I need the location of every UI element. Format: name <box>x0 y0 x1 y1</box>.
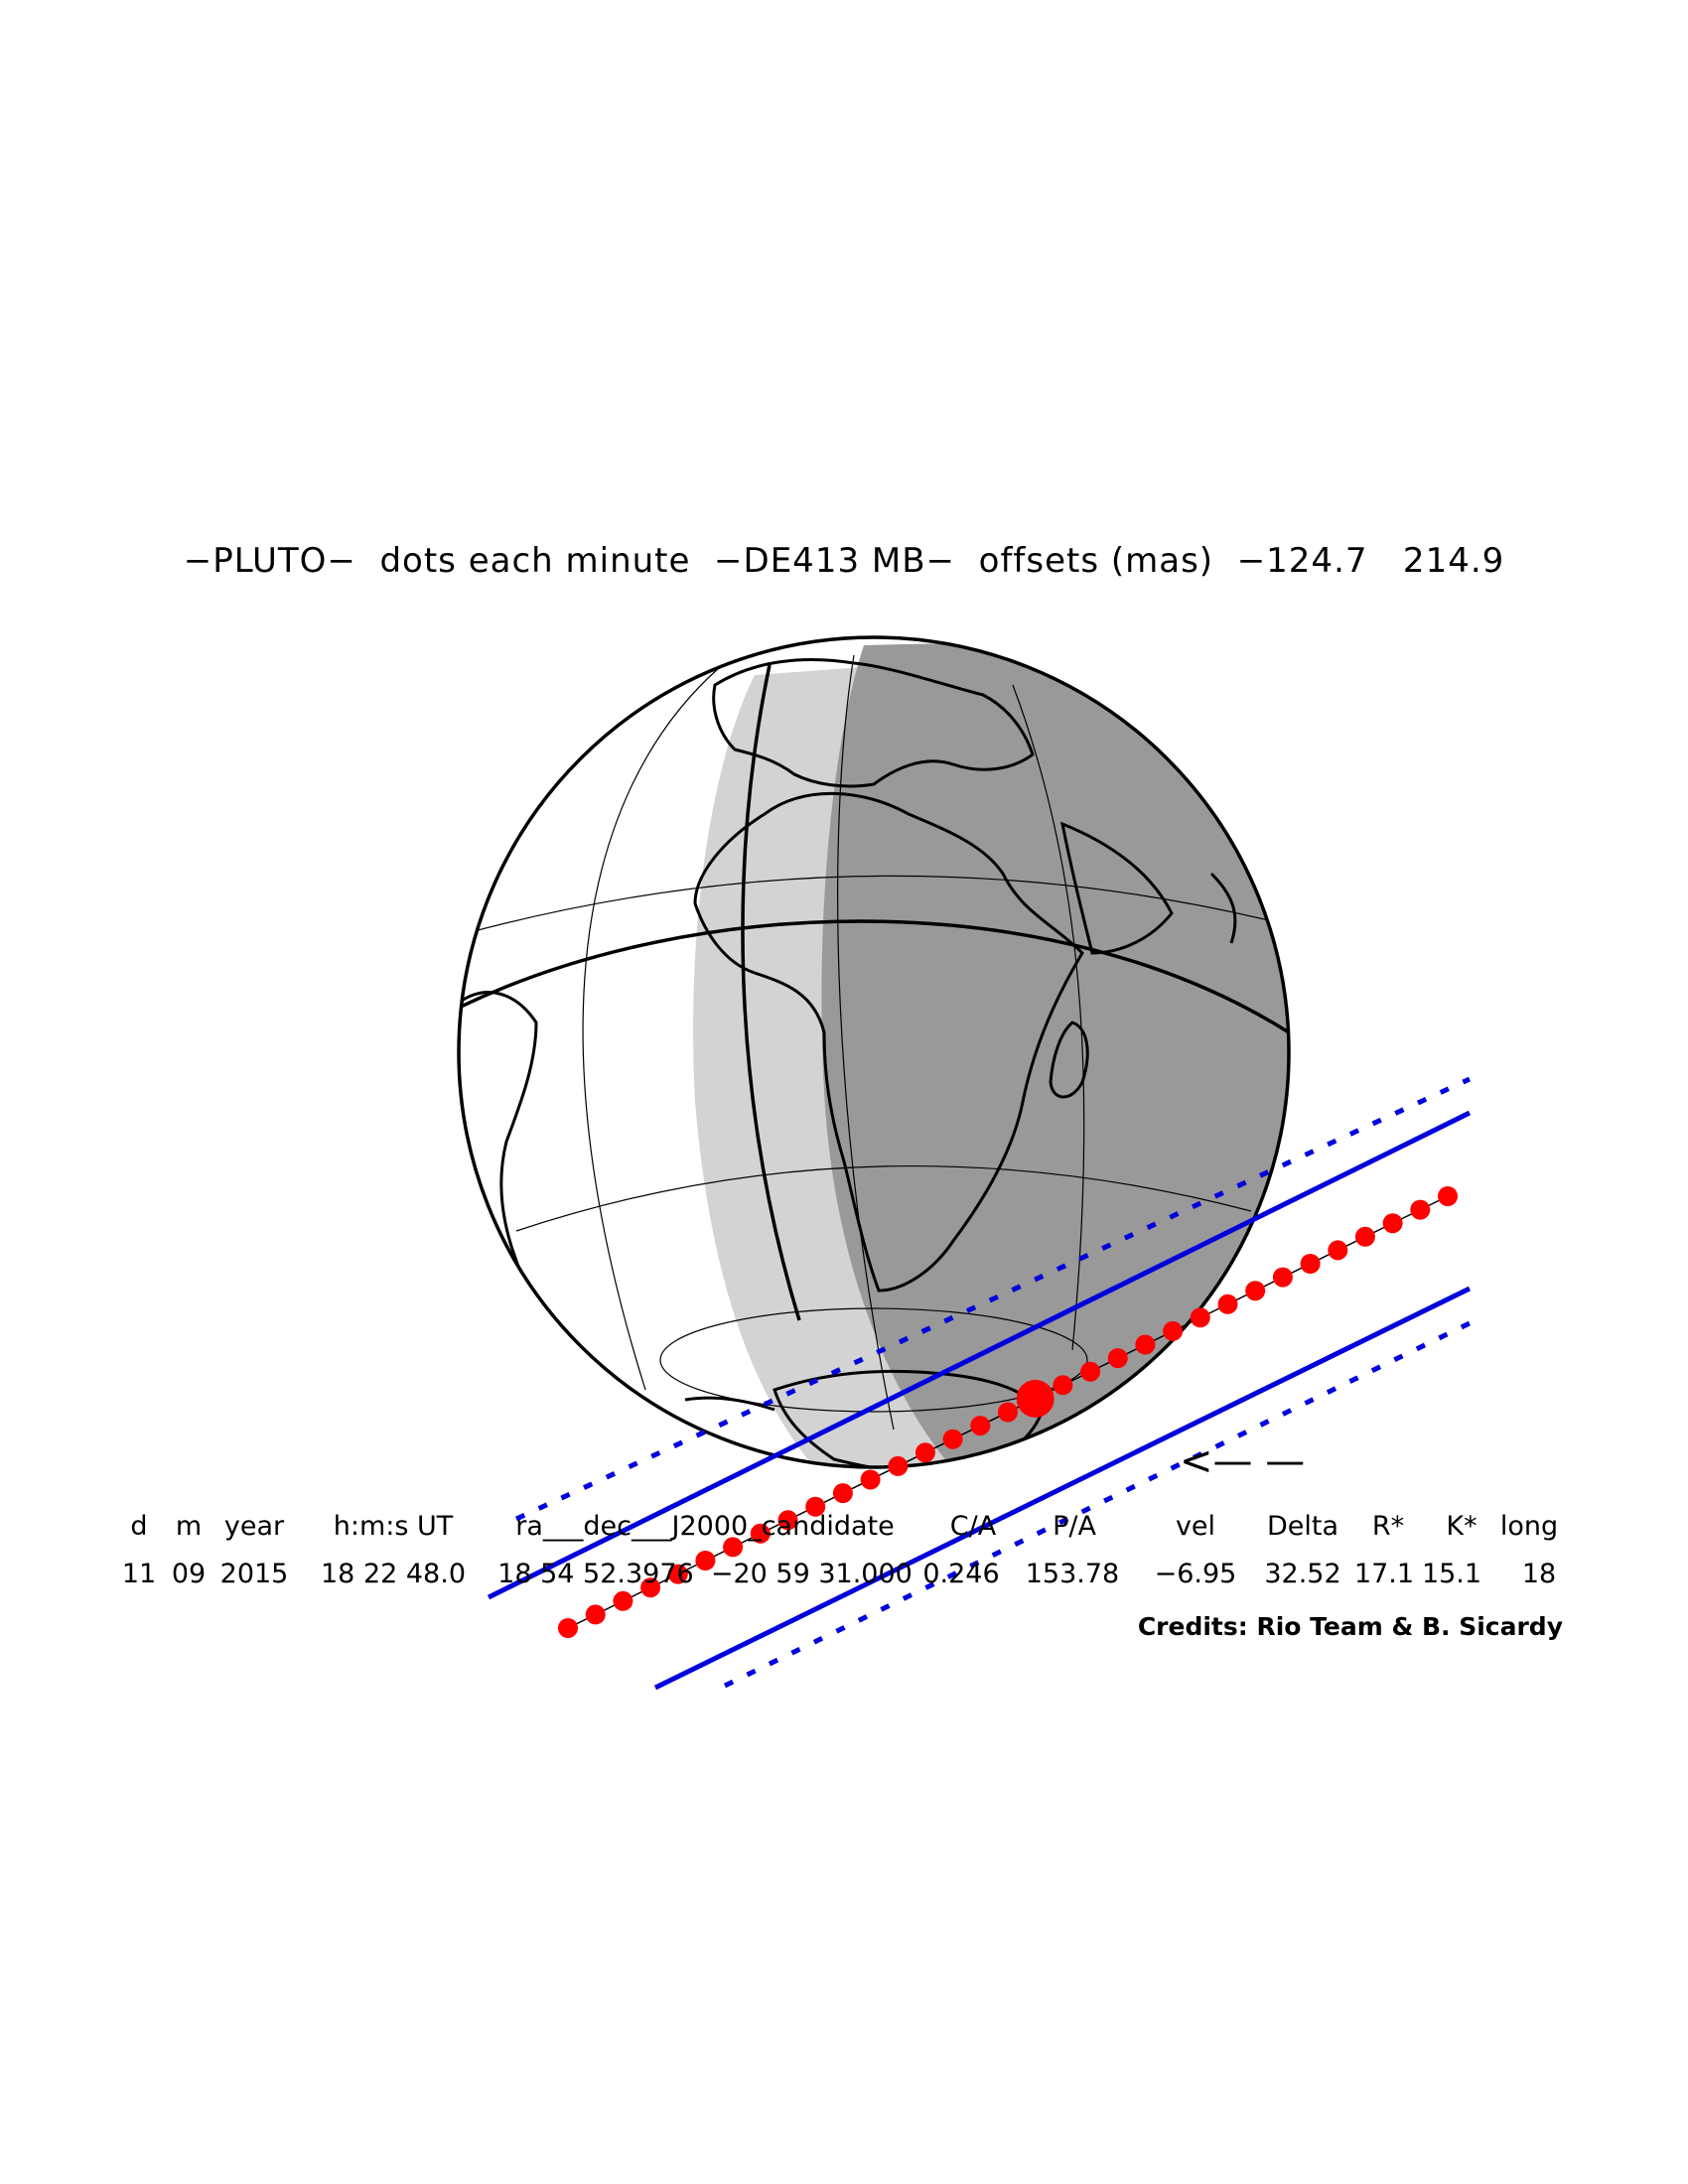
value-coordinates: 18 54 52.3976 −20 59 31.000 <box>497 1559 913 1589</box>
header-coordinates: ra___dec___J2000_candidate <box>515 1511 895 1542</box>
minute-dot <box>1410 1199 1431 1220</box>
value-long: 18 <box>1521 1559 1557 1589</box>
antarctic-peninsula <box>684 1396 775 1412</box>
credits: Credits: Rio Team & B. Sicardy <box>1137 1612 1563 1641</box>
minute-dot <box>1163 1320 1184 1341</box>
minute-dot <box>1217 1294 1238 1314</box>
minute-dot <box>777 1510 798 1531</box>
central-line-dots <box>558 1186 1458 1638</box>
minute-dot <box>1272 1267 1293 1288</box>
greenland-coast <box>1209 872 1237 944</box>
header-delta: Delta <box>1266 1511 1339 1542</box>
limit-north-dotted <box>514 1076 1472 1522</box>
minute-dot <box>914 1442 935 1463</box>
equator <box>459 919 1289 1034</box>
minute-dot <box>585 1604 606 1625</box>
minute-dot <box>1245 1281 1266 1301</box>
madagascar-outline <box>1049 1021 1089 1099</box>
minute-dot <box>750 1523 771 1544</box>
closest-approach-dot <box>1016 1379 1055 1418</box>
minute-dot <box>723 1537 744 1558</box>
minute-dot <box>805 1496 826 1517</box>
minute-dot <box>667 1564 688 1584</box>
limit-north-solid <box>487 1110 1472 1600</box>
minute-dot <box>998 1402 1018 1423</box>
value-month: 09 <box>171 1559 207 1589</box>
minute-dot <box>1107 1348 1128 1369</box>
minute-dot <box>860 1469 881 1490</box>
minute-dot <box>695 1551 716 1570</box>
minute-dot <box>1438 1186 1458 1206</box>
minute-dot <box>888 1455 909 1476</box>
header-ca: C/A <box>949 1511 997 1542</box>
shadow-path <box>487 1076 1472 1691</box>
minute-dot <box>1382 1213 1403 1234</box>
direction-arrow: <— — <box>1180 1438 1305 1484</box>
minute-dot <box>1053 1375 1073 1396</box>
header-year: year <box>223 1511 285 1542</box>
minute-dot <box>942 1429 963 1449</box>
globe-rim <box>457 635 1291 1469</box>
minute-dot <box>1300 1254 1321 1274</box>
value-pa: 153.78 <box>1025 1559 1120 1589</box>
header-k-star: K* <box>1446 1511 1477 1542</box>
prime-meridian <box>741 664 801 1321</box>
value-delta: 32.52 <box>1264 1559 1341 1589</box>
header-day: d <box>130 1511 148 1542</box>
africa-outline <box>693 791 1084 1293</box>
value-r-star: 17.1 <box>1353 1559 1415 1589</box>
minute-dot <box>640 1577 661 1598</box>
minute-dot <box>1080 1361 1101 1382</box>
header-r-star: R* <box>1371 1511 1405 1542</box>
minute-dot <box>1354 1226 1375 1247</box>
value-ca: 0.246 <box>922 1559 1000 1589</box>
coastlines <box>459 658 1237 1467</box>
value-year: 2015 <box>219 1559 289 1589</box>
minute-dot <box>832 1483 853 1504</box>
minute-dot <box>613 1590 633 1611</box>
chart-title: −PLUTO− dots each minute −DE413 MB− offs… <box>183 541 1505 581</box>
value-day: 11 <box>121 1559 157 1589</box>
limit-south-solid <box>653 1286 1472 1691</box>
europe-outline <box>712 658 1035 788</box>
value-vel: −6.95 <box>1154 1559 1237 1589</box>
header-vel: vel <box>1175 1511 1216 1542</box>
minute-dot <box>1135 1334 1156 1355</box>
header-month: m <box>175 1511 203 1542</box>
arabia-outline <box>1059 821 1174 955</box>
minute-dot <box>1328 1240 1348 1261</box>
header-long: long <box>1499 1511 1559 1542</box>
minute-dot <box>970 1416 991 1436</box>
value-k-star: 15.1 <box>1421 1559 1482 1589</box>
value-time: 18 22 48.0 <box>321 1559 466 1589</box>
minute-dot <box>1190 1307 1210 1328</box>
header-pa: P/A <box>1053 1511 1096 1542</box>
minute-dot <box>558 1618 578 1638</box>
header-time: h:m:s UT <box>333 1511 454 1542</box>
